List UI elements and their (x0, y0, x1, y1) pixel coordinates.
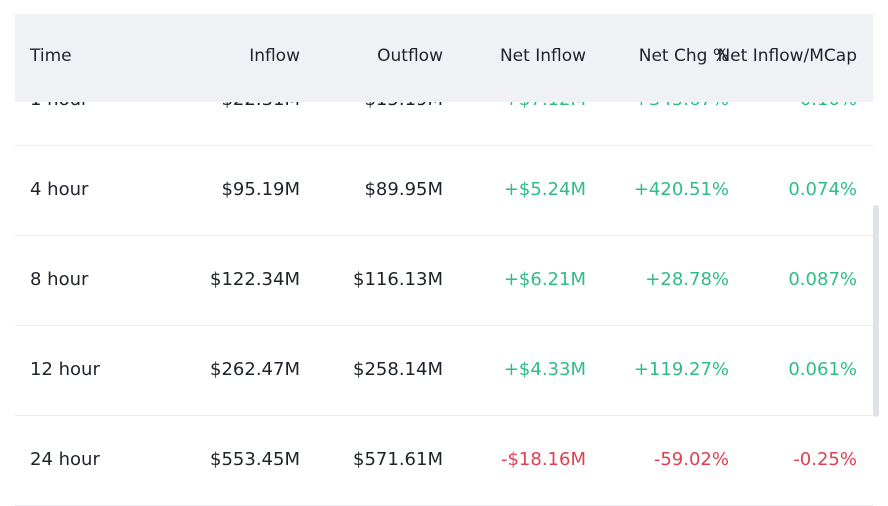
cell-net-inflow-mcap: 0.074% (788, 179, 857, 200)
column-header-inflow[interactable]: Inflow (249, 46, 300, 66)
cell-net-chg: +119.27% (633, 359, 729, 380)
vertical-scrollbar[interactable] (873, 205, 879, 417)
cell-inflow: $122.34M (210, 269, 300, 290)
cell-net-inflow: +$4.33M (503, 359, 586, 380)
cell-net-inflow-mcap: -0.25% (793, 449, 857, 470)
cell-net-inflow-mcap: 0.061% (788, 359, 857, 380)
table-body: 1 hour $22.31M $15.19M +$7.12M +345.67% … (15, 14, 873, 506)
cell-net-inflow: +$5.24M (503, 179, 586, 200)
cell-outflow: $258.14M (353, 359, 443, 380)
table-header: Time Inflow Outflow Net Inflow Net Chg %… (15, 14, 873, 102)
cell-net-chg: +28.78% (645, 269, 729, 290)
cell-inflow: $262.47M (210, 359, 300, 380)
cell-outflow: $89.95M (364, 179, 443, 200)
cell-time: 4 hour (30, 179, 89, 200)
fund-flow-table: Time Inflow Outflow Net Inflow Net Chg %… (15, 14, 873, 506)
cell-inflow: $95.19M (221, 179, 300, 200)
cell-time: 8 hour (30, 269, 89, 290)
column-header-net-inflow[interactable]: Net Inflow (499, 46, 586, 66)
cell-time: 24 hour (30, 449, 100, 470)
table-row: 4 hour $95.19M $89.95M +$5.24M +420.51% … (15, 145, 873, 236)
cell-net-inflow: +$6.21M (503, 269, 586, 290)
cell-inflow: $553.45M (210, 449, 300, 470)
cell-outflow: $571.61M (353, 449, 443, 470)
column-header-net-chg[interactable]: Net Chg % (638, 46, 729, 66)
cell-net-chg: +420.51% (633, 179, 729, 200)
table-row: 24 hour $553.45M $571.61M -$18.16M -59.0… (15, 415, 873, 506)
column-header-outflow[interactable]: Outflow (377, 46, 443, 66)
table-row: 12 hour $262.47M $258.14M +$4.33M +119.2… (15, 325, 873, 416)
column-header-time[interactable]: Time (30, 46, 72, 66)
cell-time: 12 hour (30, 359, 100, 380)
cell-net-inflow-mcap: 0.087% (788, 269, 857, 290)
cell-net-chg: -59.02% (653, 449, 729, 470)
cell-net-inflow: -$18.16M (500, 449, 586, 470)
column-header-net-inflow-mcap[interactable]: Net Inflow/MCap (717, 46, 857, 66)
table-row: 8 hour $122.34M $116.13M +$6.21M +28.78%… (15, 235, 873, 326)
cell-outflow: $116.13M (353, 269, 443, 290)
